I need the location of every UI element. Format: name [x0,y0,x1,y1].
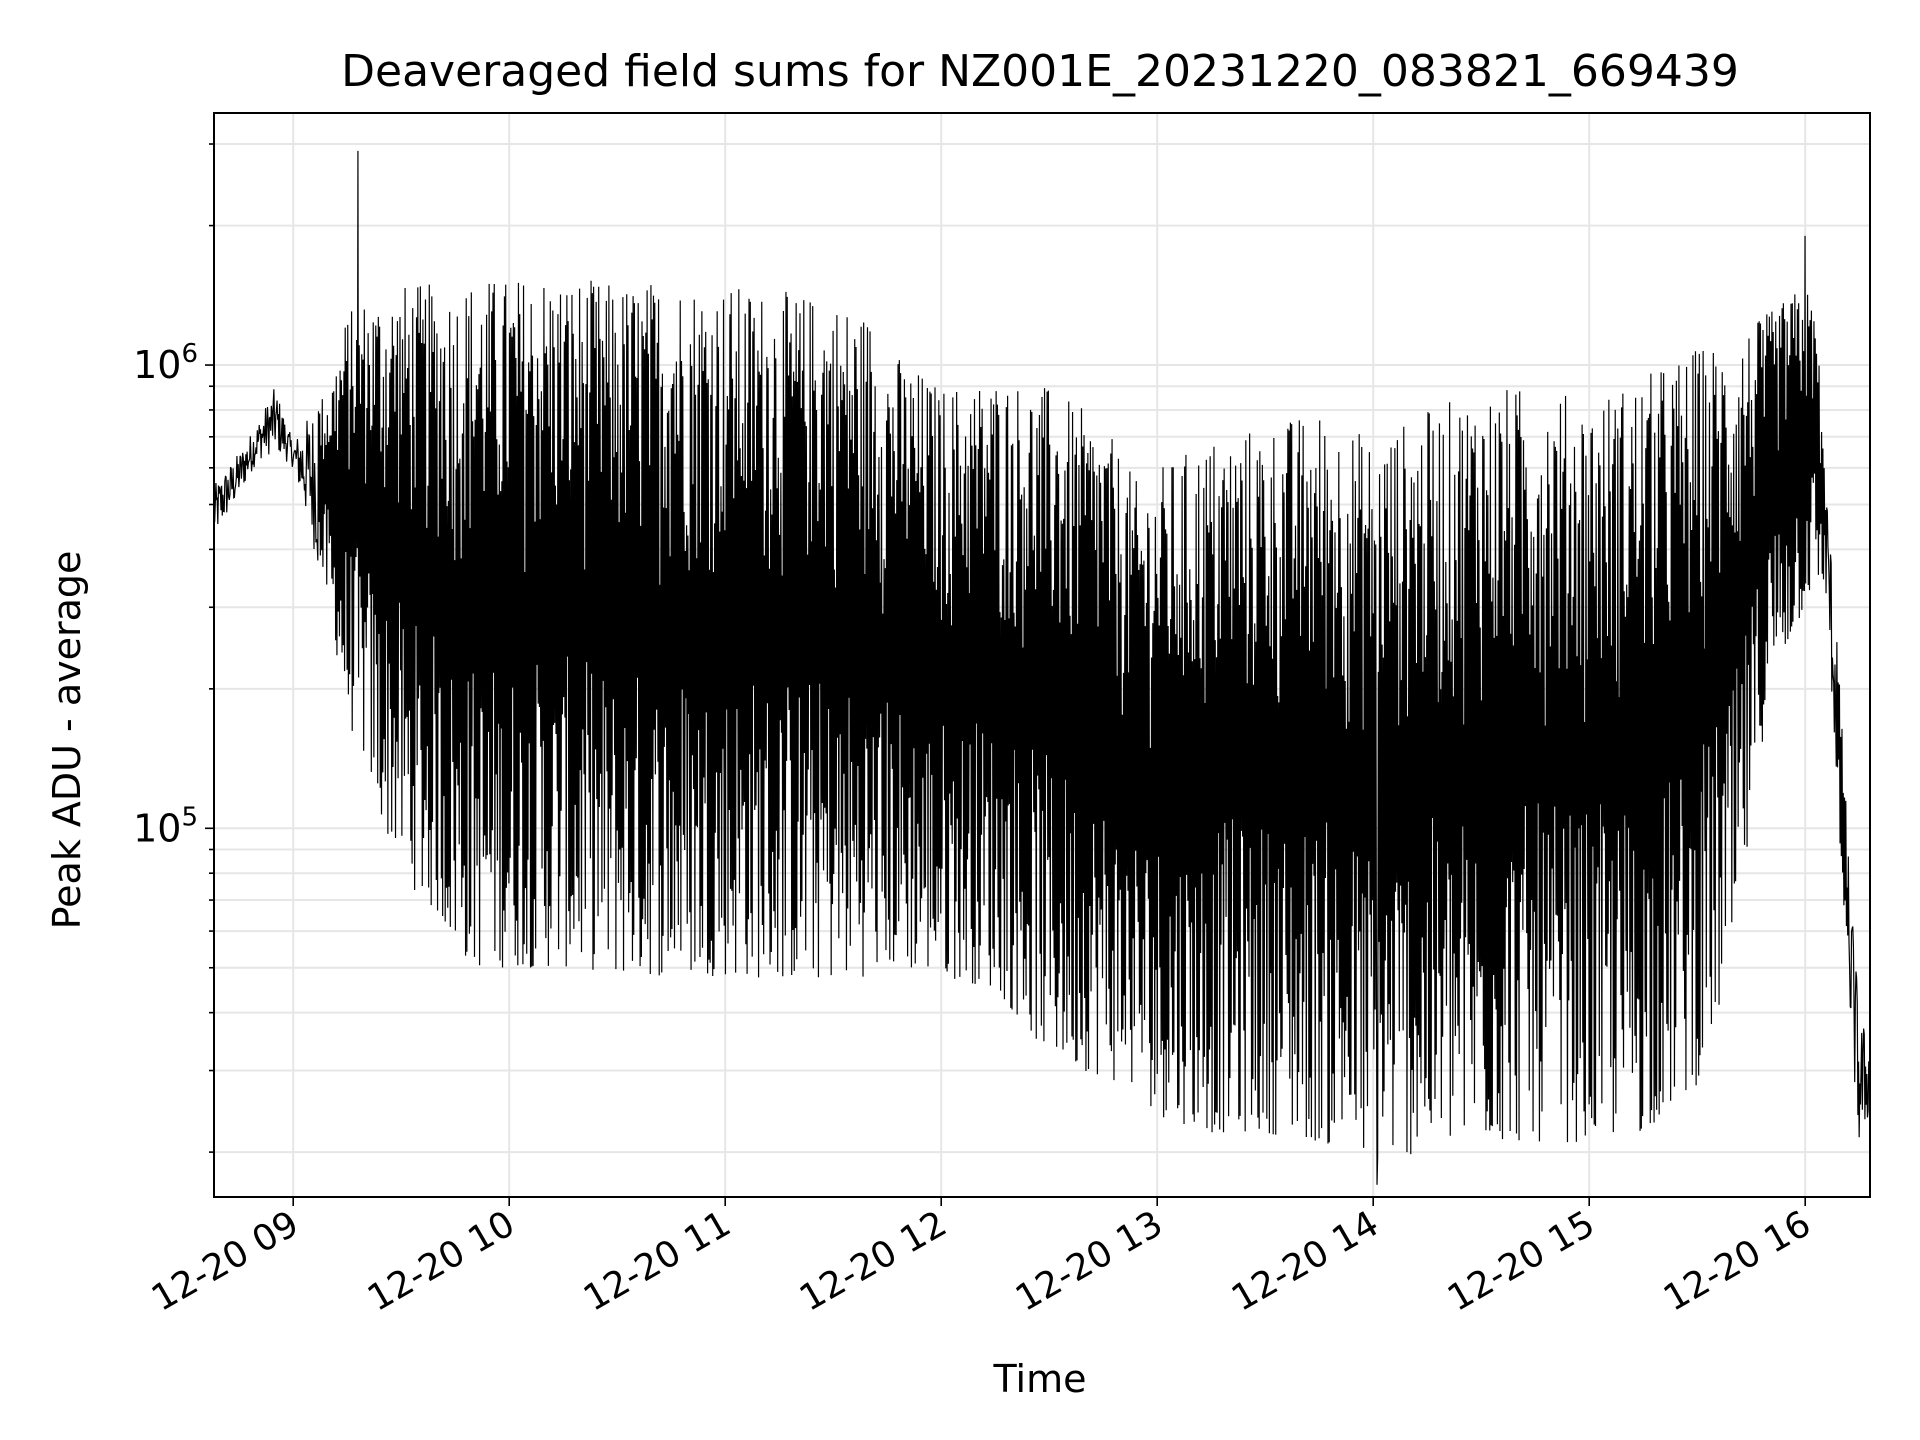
x-axis-label: Time [993,1357,1087,1401]
series-line [213,150,1871,1185]
data-layer [213,150,1871,1185]
y-tick-label: 105 [133,802,198,850]
y-tick-label: 106 [133,339,198,387]
plot-frame [213,112,1871,1198]
y-axis-label: Peak ADU - average [45,551,89,930]
chart-title: Deaveraged field sums for NZ001E_2023122… [341,46,1739,97]
